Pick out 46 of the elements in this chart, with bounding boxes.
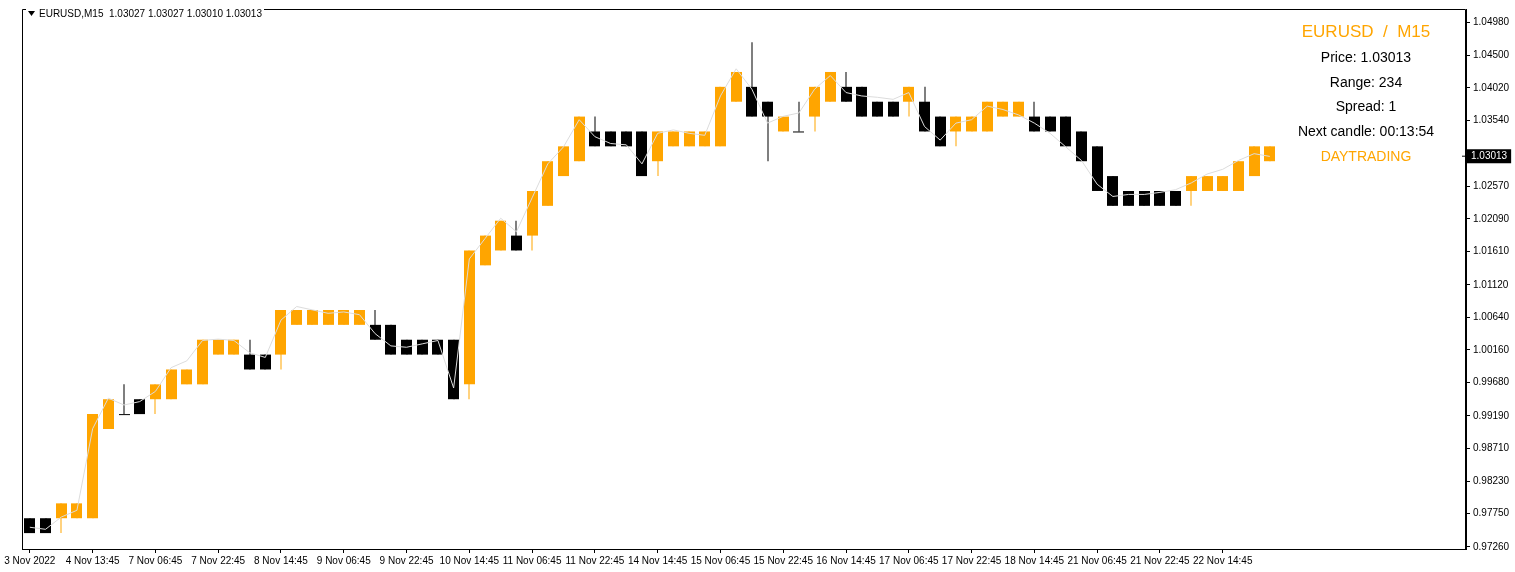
x-tick-label: 17 Nov 22:45 [941, 554, 1002, 566]
x-tick-label: 7 Nov 22:45 [191, 554, 246, 566]
y-tick-label: 1.02570 [1473, 180, 1510, 192]
x-tick-label: 7 Nov 06:45 [128, 554, 183, 566]
x-tick-label: 11 Nov 06:45 [502, 554, 562, 566]
candlestick [119, 384, 130, 416]
annotation: Spread: 1 [1334, 97, 1398, 117]
y-tick-label: 1.03540 [1473, 114, 1510, 126]
annotation: EURUSD / M15 [1300, 21, 1432, 43]
y-tick-label: 1.04980 [1473, 16, 1510, 28]
x-tick-label: 21 Nov 22:45 [1130, 554, 1191, 566]
y-tick-label: 1.00640 [1473, 311, 1510, 323]
x-tick-label: 15 Nov 06:45 [690, 554, 751, 566]
y-tick-label: 1.02090 [1473, 212, 1510, 224]
x-tick-label: 8 Nov 14:45 [254, 554, 309, 566]
x-tick-label: 16 Nov 14:45 [816, 554, 877, 566]
y-tick-label: 1.01120 [1473, 278, 1509, 290]
x-tick-label: 14 Nov 14:45 [627, 554, 688, 566]
y-tick-label: 0.97750 [1473, 507, 1510, 519]
candlestick [793, 101, 804, 133]
y-tick-label: 1.04020 [1473, 81, 1510, 93]
chart-title: EURUSD,M15 1.03027 1.03027 1.03010 1.03013 [39, 8, 262, 19]
y-tick-label: 0.99680 [1473, 376, 1510, 388]
y-tick-label: 0.99190 [1473, 409, 1510, 421]
x-tick-label: 21 Nov 06:45 [1067, 554, 1128, 566]
annotation: DAYTRADING [1319, 147, 1413, 166]
ref-line-label: 1.03013 [1471, 149, 1508, 161]
x-tick-label: 9 Nov 06:45 [316, 554, 372, 566]
x-tick-label: 4 Nov 13:45 [65, 554, 121, 566]
x-tick-label: 15 Nov 22:45 [753, 554, 814, 566]
y-tick-label: 1.04500 [1473, 48, 1510, 60]
y-tick-label: 1.00160 [1473, 343, 1510, 355]
x-tick-label: 17 Nov 06:45 [879, 554, 939, 566]
x-tick-label: 10 Nov 14:45 [439, 554, 500, 566]
y-tick-label: 0.97260 [1473, 540, 1510, 552]
x-tick-label: 9 Nov 22:45 [379, 554, 434, 566]
y-tick-label: 0.98230 [1473, 474, 1510, 486]
annotation: Range: 234 [1328, 72, 1404, 92]
x-tick-label: 22 Nov 14:45 [1192, 554, 1253, 566]
annotation: Price: 1.03013 [1319, 47, 1413, 67]
y-tick-label: 0.98710 [1473, 442, 1510, 454]
y-tick-label: 1.01610 [1473, 245, 1510, 257]
x-tick-label: 3 Nov 2022 [4, 554, 56, 566]
x-tick-label: 11 Nov 22:45 [565, 554, 625, 566]
x-tick-label: 18 Nov 14:45 [1004, 554, 1065, 566]
annotation: Next candle: 00:13:54 [1296, 122, 1436, 142]
